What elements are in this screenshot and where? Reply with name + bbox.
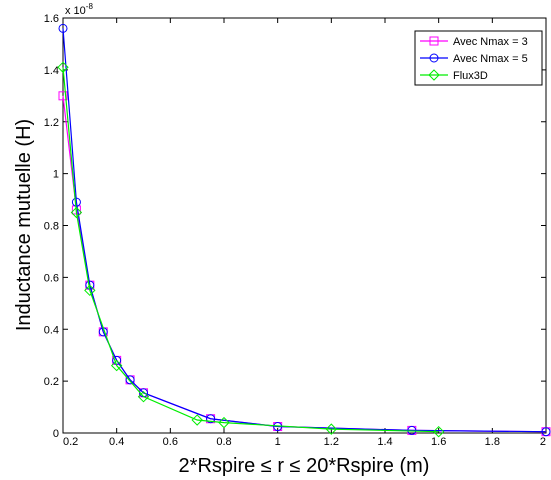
y-tick-label: 0.4	[44, 324, 59, 336]
data-point-marker	[58, 23, 68, 33]
data-point-marker	[218, 416, 230, 429]
y-axis-label: Inductance mutuelle (H)	[13, 119, 35, 331]
x-tick-label: 0.8	[216, 436, 231, 448]
legend-label: Avec Nmax = 5	[453, 53, 528, 65]
y-tick-label: 0.2	[44, 376, 59, 388]
legend-marker	[428, 69, 440, 81]
legend-label: Flux3D	[453, 70, 488, 82]
y-tick-label: 0	[53, 428, 59, 440]
legend-item: Avec Nmax = 3	[420, 36, 528, 48]
legend-item: Avec Nmax = 5	[420, 53, 528, 65]
x-tick-label: 0.6	[163, 436, 178, 448]
y-tick-label: 1.4	[44, 65, 59, 77]
data-point-marker	[57, 61, 69, 73]
x-tick-label: 1.2	[324, 436, 339, 448]
data-point-marker	[191, 414, 203, 426]
y-tick-label: 1	[53, 169, 59, 181]
axis-ticks: 0.2 0.4 0.6 0.8 1 1.2 1.4 1.6 1.8 2 0 0.2 0.4 0.6 0.8 1…	[44, 13, 547, 448]
data-point-marker	[432, 425, 445, 438]
data-point-marker	[125, 375, 135, 385]
plot-area	[62, 17, 547, 434]
x-tick-label: 2	[540, 436, 546, 448]
data-point-marker	[70, 206, 83, 219]
legend: Avec Nmax = 3 Avec Nmax = 5 Flux3D	[414, 30, 543, 86]
x-tick-label: 1	[275, 436, 281, 448]
legend-label: Avec Nmax = 3	[453, 36, 528, 48]
y-exponent-label: x 10-8	[65, 2, 93, 17]
series-line	[62, 28, 547, 433]
data-point-marker	[84, 284, 96, 297]
data-point-marker	[110, 359, 123, 372]
series-3	[57, 61, 445, 438]
y-tick-label: 0.6	[44, 272, 59, 284]
legend-marker	[429, 36, 439, 46]
x-tick-label: 1.8	[485, 436, 500, 448]
data-point-marker	[137, 390, 150, 403]
y-tick-label: 1.6	[44, 13, 59, 25]
data-point-marker	[325, 423, 338, 435]
data-point-marker	[58, 91, 68, 101]
x-tick-label: 0.4	[109, 436, 124, 448]
data-point-marker	[206, 414, 216, 424]
x-tick-label: 1.4	[377, 436, 392, 448]
series-layer	[57, 23, 551, 438]
x-tick-label: 1.6	[431, 436, 446, 448]
series-line	[62, 67, 439, 433]
legend-item: Flux3D	[420, 69, 488, 82]
legend-marker	[429, 53, 439, 63]
y-tick-label: 0.8	[44, 221, 59, 233]
data-point-marker	[541, 427, 551, 437]
x-axis-label: 2*Rspire ≤ r ≤ 20*Rspire (m)	[179, 455, 430, 477]
y-tick-label: 1.2	[44, 117, 59, 129]
x-tick-label: 0.2	[63, 436, 78, 448]
